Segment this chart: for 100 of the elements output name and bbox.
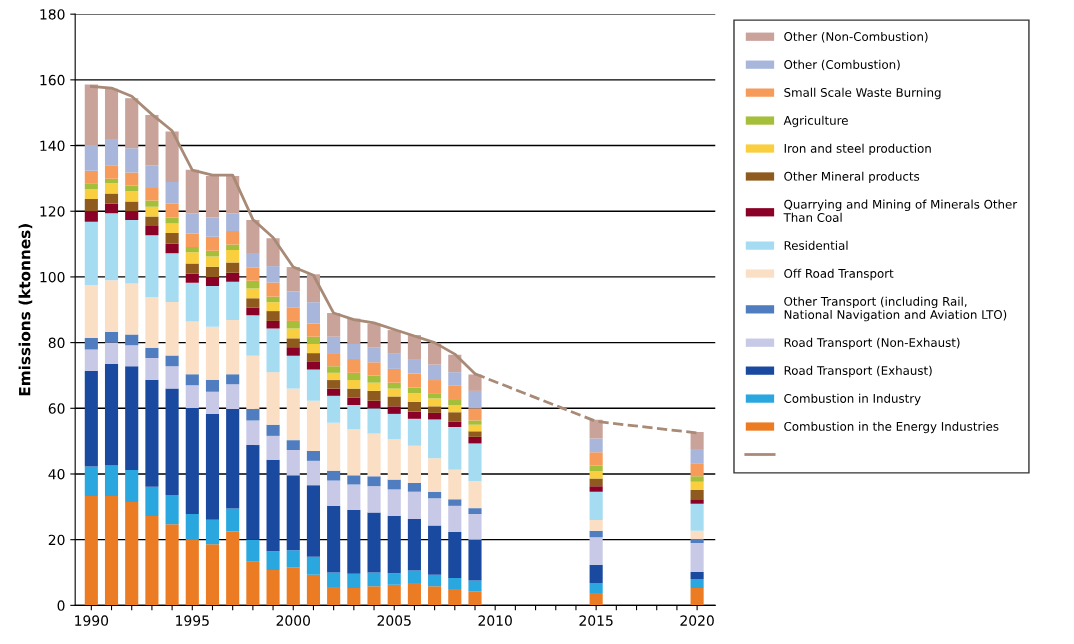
bar (468, 591, 482, 606)
bar (428, 574, 442, 587)
bar (367, 512, 381, 573)
bar (165, 301, 179, 356)
bar (104, 331, 119, 343)
bar (266, 569, 280, 606)
bar (367, 572, 381, 587)
bar (407, 445, 421, 483)
bar (428, 586, 442, 606)
bar (387, 573, 401, 585)
bar (448, 578, 462, 589)
bar (145, 297, 159, 348)
bar (347, 510, 361, 574)
bar (428, 458, 442, 492)
bar (145, 115, 159, 166)
bar (327, 336, 341, 354)
bar (428, 412, 442, 420)
bar (286, 328, 300, 339)
bar (327, 388, 341, 396)
bar (145, 187, 159, 201)
bar (165, 243, 179, 254)
y-tick-label: 120 (40, 206, 65, 217)
bar (226, 272, 240, 282)
bar (165, 253, 179, 302)
bar (690, 481, 704, 491)
bar (165, 524, 179, 606)
bar (226, 319, 240, 375)
bar (448, 385, 462, 400)
bar (327, 366, 341, 373)
bar (347, 359, 361, 373)
bar (205, 326, 220, 380)
bar (125, 470, 139, 502)
bar (286, 320, 300, 329)
bar (104, 138, 119, 166)
bar (266, 320, 280, 329)
bar (125, 211, 139, 221)
bar (589, 452, 603, 466)
legend-label: Combustion in the Energy Industries (784, 421, 999, 434)
bar (448, 505, 462, 533)
bar (226, 384, 240, 409)
bar (468, 408, 482, 421)
bar (327, 505, 341, 573)
bar (165, 495, 179, 525)
bar (165, 203, 179, 218)
bar (246, 408, 260, 421)
bar (84, 183, 98, 189)
bar (367, 408, 381, 434)
bar (347, 587, 361, 606)
bar (205, 519, 220, 545)
bar (205, 236, 220, 251)
bar (589, 592, 603, 606)
y-tick-label: 100 (40, 271, 65, 283)
bar (367, 433, 381, 477)
bar (387, 515, 401, 574)
bar (104, 495, 119, 606)
bar (145, 347, 159, 359)
bar (367, 323, 381, 348)
bar (387, 396, 401, 407)
bar (84, 495, 98, 606)
bar (428, 343, 442, 365)
bar (145, 200, 159, 207)
bar (448, 499, 462, 506)
bar (104, 165, 119, 179)
bar (185, 282, 199, 322)
bar (145, 216, 159, 227)
bar (84, 349, 98, 371)
bar (205, 391, 220, 414)
bar (387, 382, 401, 389)
bar (347, 405, 361, 430)
bar (286, 567, 300, 606)
y-tick-label: 20 (48, 534, 65, 546)
bar (468, 420, 482, 425)
bar (407, 418, 421, 446)
bar (367, 347, 381, 363)
bar (327, 313, 341, 337)
bar (690, 571, 704, 580)
bar (407, 393, 421, 402)
x-tick-label: 2015 (579, 615, 613, 626)
bar (428, 491, 442, 499)
bar (226, 230, 240, 245)
legend-label: Off Road Transport (784, 268, 894, 281)
bar (589, 478, 603, 487)
x-tick-label: 1990 (75, 615, 109, 626)
bar (84, 188, 98, 200)
bar (387, 489, 401, 516)
bar (387, 330, 401, 354)
bar (448, 421, 462, 428)
bar (387, 479, 401, 490)
bar (286, 267, 300, 292)
bar (690, 503, 704, 531)
bar (306, 400, 321, 451)
bar (306, 369, 321, 401)
bar (468, 481, 482, 509)
bar (185, 233, 199, 248)
bar (306, 353, 321, 362)
bar (407, 335, 421, 360)
bar (205, 176, 220, 218)
y-tick-label: 140 (40, 140, 65, 152)
bar (468, 390, 482, 409)
bar (104, 203, 119, 214)
